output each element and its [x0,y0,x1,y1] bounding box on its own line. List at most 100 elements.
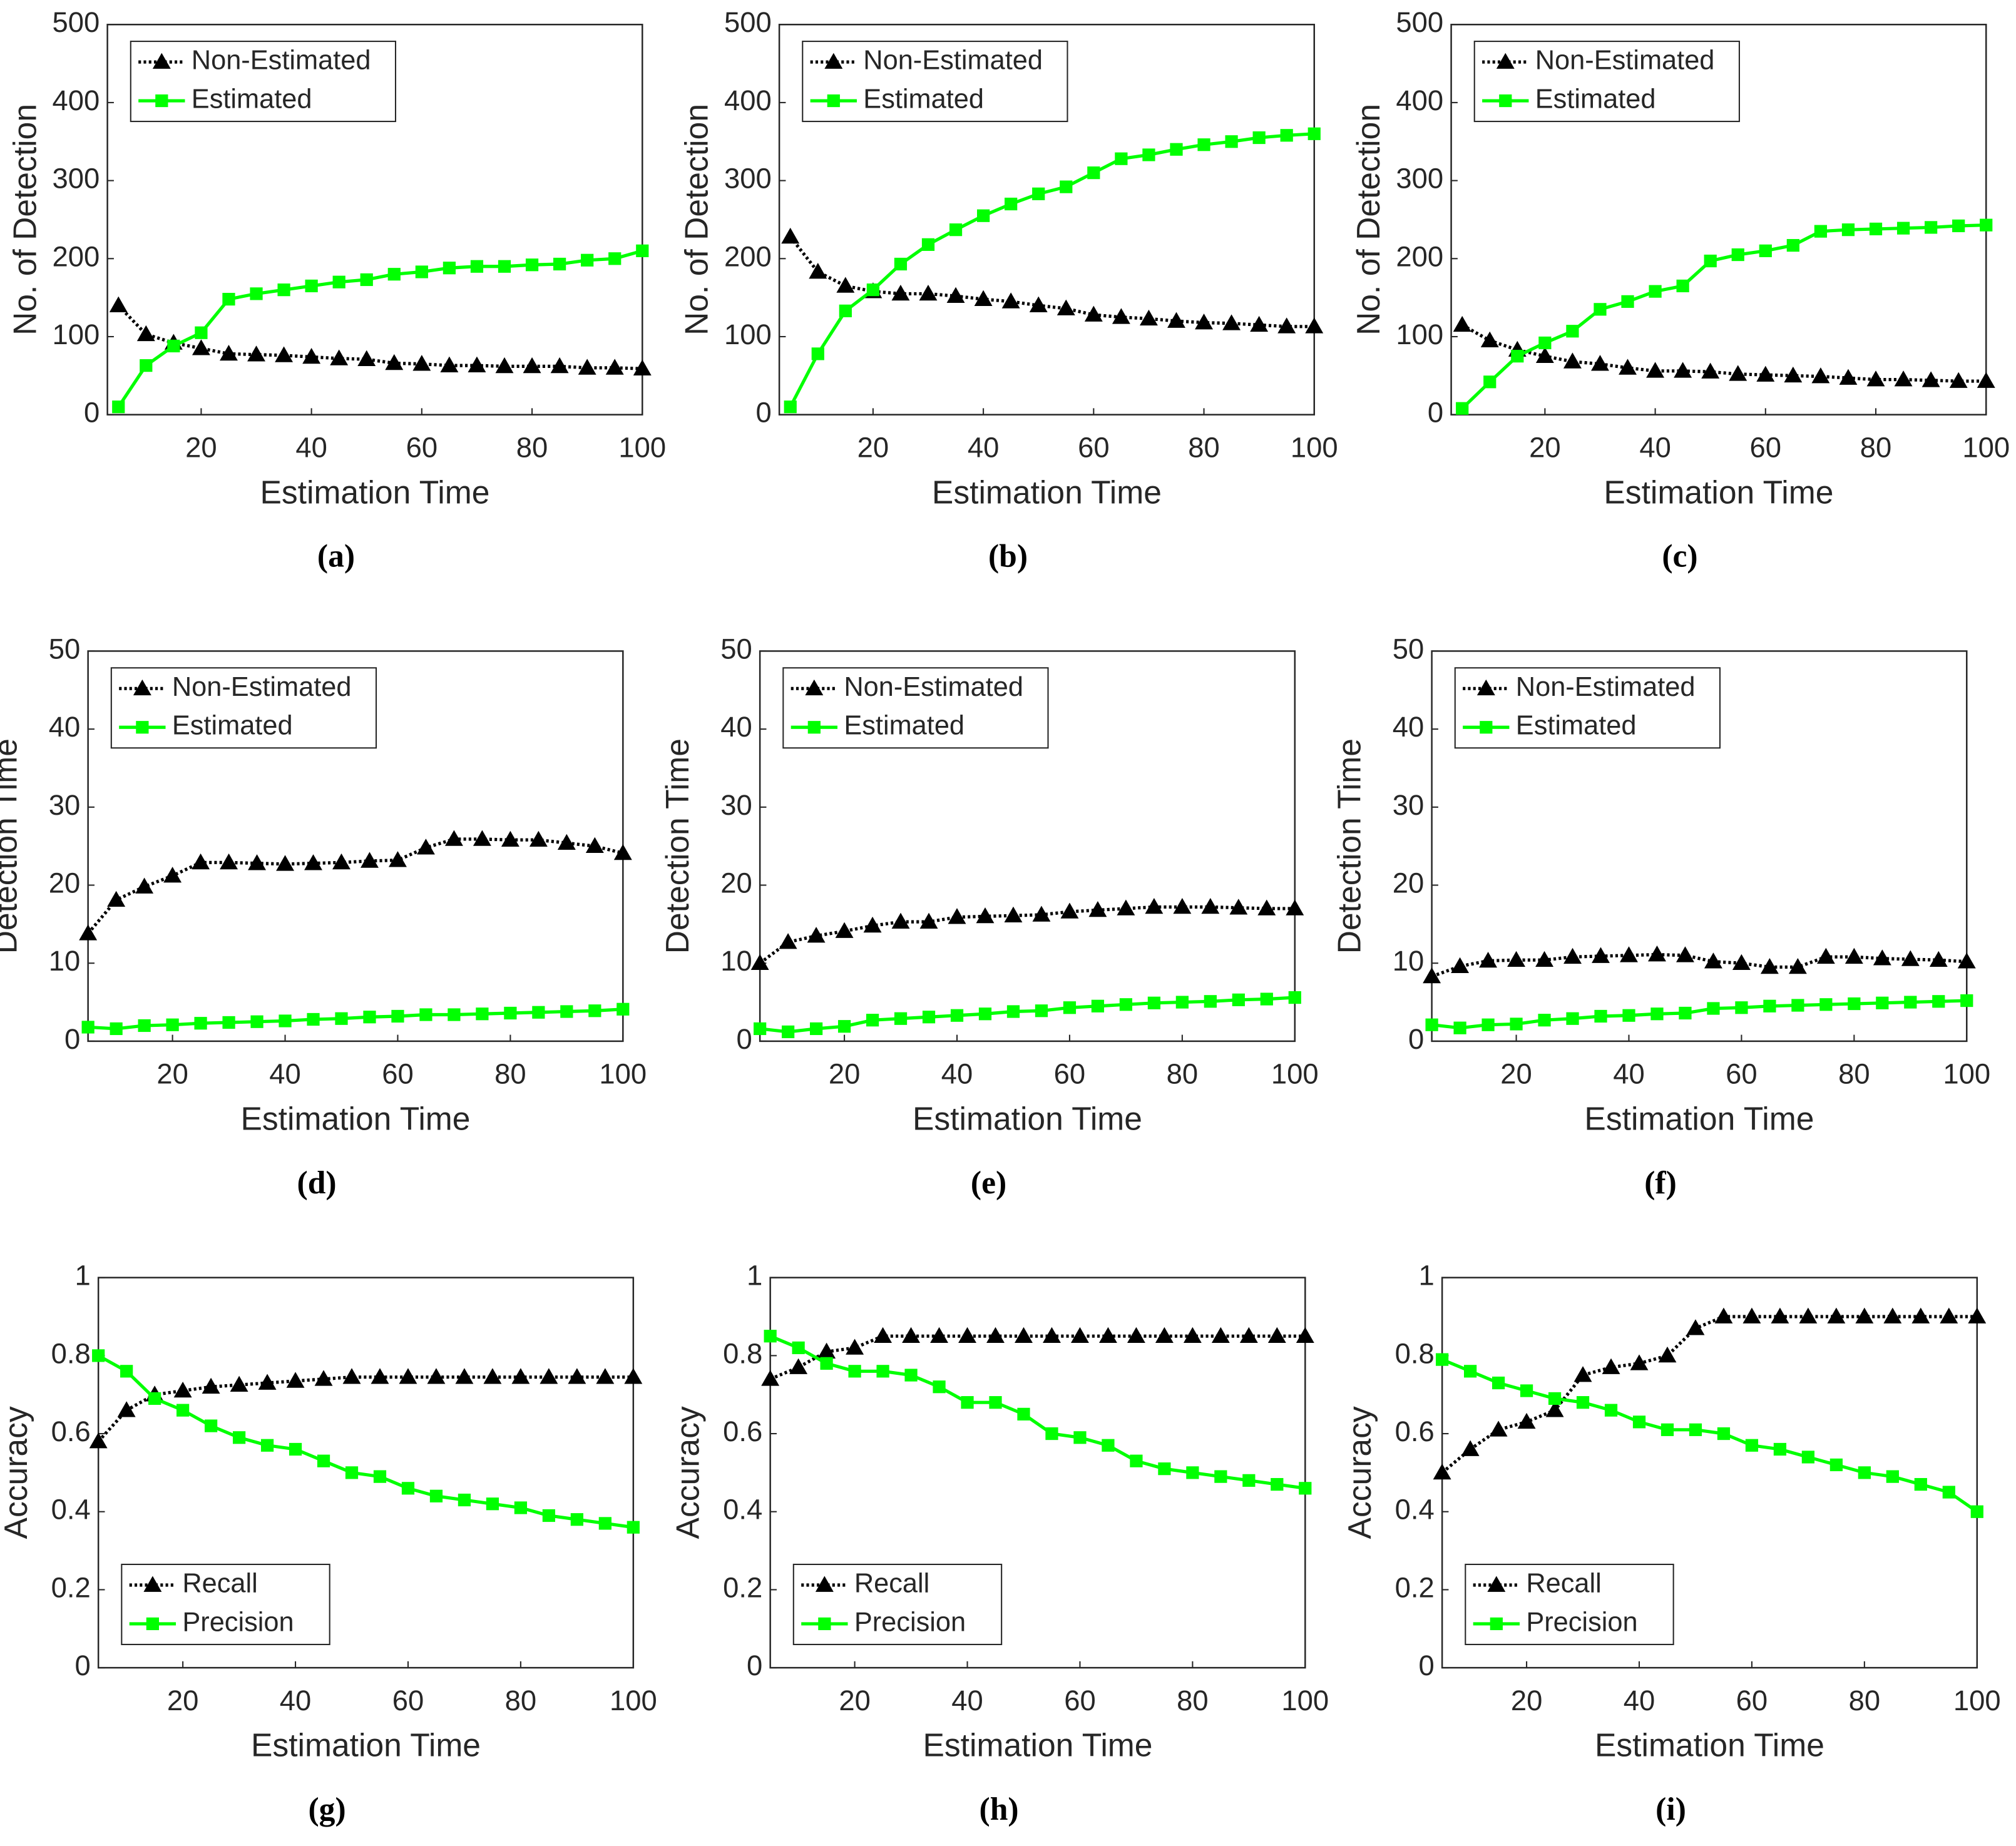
data-point [976,209,990,222]
data-point [529,830,548,847]
data-point [1957,952,1976,969]
x-tick-label: 60 [1078,431,1110,463]
data-point [784,400,797,414]
caption: (e) [971,1165,1006,1201]
data-point [455,1368,474,1384]
data-point [286,1372,305,1388]
data-point [1186,1466,1199,1479]
x-tick-label: 40 [280,1685,312,1716]
data-point [978,1007,992,1021]
data-point [1621,295,1634,308]
data-point [483,1368,502,1384]
data-point [1602,1358,1620,1374]
data-point [330,349,349,365]
data-point [429,1489,443,1502]
legend-label: Estimated [1535,84,1656,114]
y-tick-label: 300 [1396,163,1443,195]
data-point [138,1019,151,1033]
x-tick-label: 20 [185,431,217,463]
data-point [1968,1307,1987,1323]
y-tick-label: 0.2 [1395,1571,1435,1603]
data-point [1679,1006,1692,1020]
x-tick-label: 80 [1188,431,1220,463]
x-tick-label: 60 [1750,431,1782,463]
data-point [1873,949,1891,966]
data-point [486,1497,499,1511]
data-point [1801,1451,1815,1464]
x-tick-label: 60 [382,1058,414,1090]
data-point [443,262,456,275]
data-point [891,284,910,301]
x-tick-label: 20 [857,431,889,463]
data-point [1119,998,1133,1011]
x-tick-label: 80 [494,1058,526,1090]
data-point [1305,317,1324,334]
y-tick-label: 0 [1428,397,1443,429]
data-point [92,1349,105,1362]
y-tick-label: 100 [1396,319,1443,350]
x-tick-label: 60 [392,1685,424,1716]
data-point [1632,1415,1646,1429]
data-point [345,1466,359,1479]
data-point [1423,967,1441,984]
data-point [1784,366,1803,383]
data-point [894,1012,908,1025]
y-tick-label: 500 [1396,6,1443,38]
data-point [444,830,463,846]
data-point [1242,1474,1256,1487]
data-point [863,916,882,933]
data-point [1704,952,1722,969]
x-tick-label: 60 [406,431,438,463]
data-point [1921,371,1940,387]
data-point [1425,1018,1438,1031]
data-point [427,1368,446,1384]
y-tick-label: 0.6 [1395,1415,1435,1447]
data-point [371,1368,389,1384]
x-tick-label: 40 [1639,431,1671,463]
x-tick-label: 100 [1962,431,2010,463]
data-point [1463,1365,1477,1378]
data-point [248,854,267,870]
data-point [948,908,966,924]
data-point [1839,369,1858,385]
y-tick-label: 40 [49,711,81,743]
data-point [1649,285,1662,298]
data-point [540,1368,558,1384]
data-point [1704,254,1717,268]
series-line [86,837,623,935]
data-point [415,265,428,278]
x-tick-label: 60 [1054,1058,1086,1090]
data-point [448,1008,461,1021]
data-point [1848,997,1861,1011]
y-axis-label: Detection Time [0,738,23,954]
y-tick-label: 50 [49,633,81,665]
x-tick-label: 80 [516,431,548,463]
y-tick-label: 10 [49,945,81,977]
data-point [110,1022,123,1036]
data-point [922,1011,936,1024]
x-tick-label: 20 [156,1058,188,1090]
data-point [1017,1407,1030,1420]
data-point [222,293,235,306]
data-point [1479,952,1498,968]
legend-label: Precision [1526,1607,1637,1637]
legend-label: Precision [854,1607,966,1637]
x-tick-label: 20 [1500,1058,1532,1090]
data-point [1786,238,1799,252]
legend-marker [824,53,843,69]
x-tick-label: 100 [1271,1058,1319,1090]
data-point [1914,1477,1927,1491]
legend-marker [818,1617,831,1631]
y-tick-label: 500 [724,6,772,38]
data-point [585,837,604,854]
data-point [385,354,404,370]
data-point [1620,946,1638,962]
y-tick-label: 400 [1396,84,1443,116]
y-tick-label: 10 [720,945,752,977]
legend-marker [1499,94,1512,108]
x-axis-label: Estimation Time [1584,1101,1814,1137]
data-point [1771,1307,1789,1323]
legend-marker [146,1617,159,1631]
data-point [1896,222,1910,235]
x-tick-label: 40 [1624,1685,1655,1716]
